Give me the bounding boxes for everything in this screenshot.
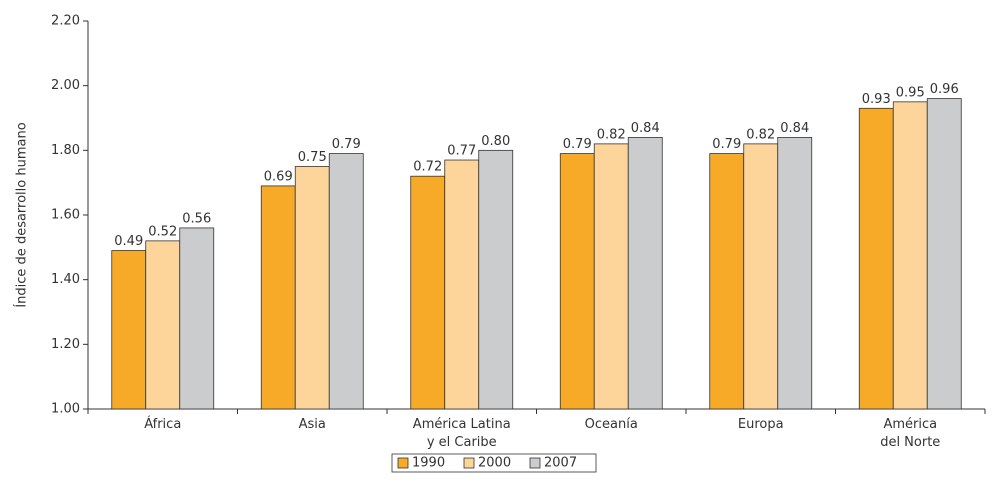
- bar: [892, 101, 928, 410]
- data-label: 0.72: [413, 160, 442, 175]
- data-label: 0.93: [862, 92, 891, 107]
- bar: [444, 159, 480, 410]
- bar: [593, 143, 629, 410]
- x-tick-label-line: del Norte: [880, 435, 940, 450]
- bar: [709, 153, 745, 410]
- bar: [260, 185, 296, 410]
- bar: [559, 153, 595, 410]
- x-tick-label-line: Oceanía: [585, 417, 638, 432]
- data-label: 0.95: [896, 85, 925, 100]
- data-label: 0.69: [264, 169, 293, 184]
- data-label: 0.79: [712, 137, 741, 152]
- bar: [858, 107, 894, 410]
- x-tick-label: Oceanía: [585, 417, 638, 432]
- data-label: 0.82: [597, 127, 626, 142]
- bar: [627, 136, 663, 410]
- x-tick-label: América del Norte: [880, 417, 940, 450]
- data-label: 0.52: [148, 224, 177, 239]
- x-tick-label-line: África: [144, 416, 181, 432]
- bar: [410, 175, 446, 410]
- y-tick-label: 2.00: [51, 78, 80, 93]
- data-label: 0.96: [930, 82, 959, 97]
- data-label: 0.77: [447, 144, 476, 159]
- data-label: 0.79: [332, 137, 361, 152]
- y-axis-label: Índice de desarrollo humano: [14, 122, 30, 307]
- x-tick-label: América Latina y el Caribe: [413, 417, 511, 450]
- legend-swatch: [529, 457, 541, 469]
- y-tick-label: 2.20: [51, 14, 80, 29]
- y-tick-label: 1.20: [51, 337, 80, 352]
- data-label: 0.82: [746, 127, 775, 142]
- data-label: 0.49: [114, 234, 143, 249]
- x-tick-label-line: América Latina: [413, 417, 511, 432]
- y-tick-label: 1.40: [51, 272, 80, 287]
- bar: [111, 250, 147, 410]
- data-label: 0.75: [298, 150, 327, 165]
- bar: [294, 166, 330, 410]
- x-tick-label-line: Asia: [299, 417, 326, 432]
- x-tick-label: Europa: [738, 417, 784, 432]
- data-label: 0.80: [481, 134, 510, 149]
- data-label: 0.56: [182, 211, 211, 226]
- bar: [328, 153, 364, 410]
- data-label: 0.84: [631, 121, 660, 136]
- legend-label: 1990: [412, 456, 445, 471]
- x-tick-label-line: y el Caribe: [427, 435, 497, 450]
- x-tick-label: África: [144, 416, 181, 432]
- legend-label: 2007: [544, 456, 577, 471]
- bar: [478, 149, 514, 410]
- y-tick-label: 1.60: [51, 208, 80, 223]
- y-tick-label: 1.00: [51, 402, 80, 417]
- bar: [777, 136, 813, 410]
- x-tick-label-line: América: [883, 417, 937, 432]
- legend-swatch: [397, 457, 409, 469]
- x-tick-label: Asia: [299, 417, 326, 432]
- legend-label: 2000: [478, 456, 511, 471]
- x-tick-label-line: Europa: [738, 417, 784, 432]
- bar: [926, 98, 962, 410]
- bar: [179, 227, 215, 410]
- legend-box: [391, 453, 597, 473]
- legend-swatch: [463, 457, 475, 469]
- data-label: 0.84: [780, 121, 809, 136]
- bar: [145, 240, 181, 410]
- data-label: 0.79: [563, 137, 592, 152]
- y-tick-label: 1.80: [51, 143, 80, 158]
- bar: [743, 143, 779, 410]
